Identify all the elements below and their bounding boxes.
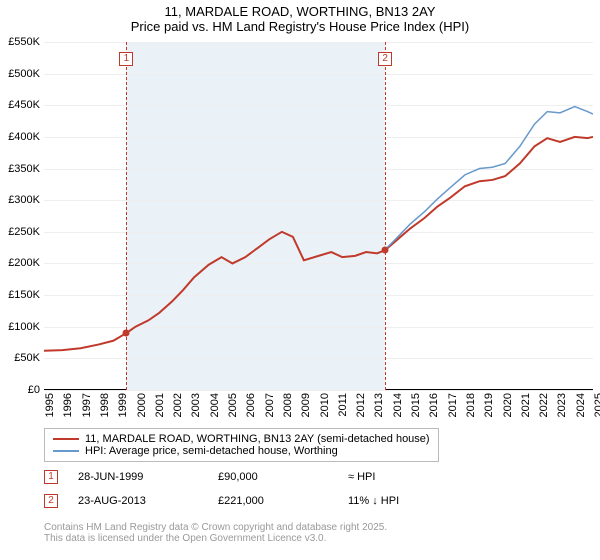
x-tick-label: 1997 [81,393,93,417]
footer-line1: Contains HM Land Registry data © Crown c… [44,522,387,533]
y-tick-label: £450K [8,99,40,111]
series-hpi [385,107,593,250]
y-tick-label: £0 [28,384,40,396]
x-tick-label: 2023 [556,393,568,417]
x-tick-label: 1995 [44,393,56,417]
x-tick-label: 2009 [300,393,312,417]
event-delta: 11% ↓ HPI [348,495,448,507]
legend-line-swatch [53,450,79,452]
series-price_paid [44,137,593,351]
x-tick-label: 2016 [428,393,440,417]
x-tick-label: 2012 [355,393,367,417]
chart-container: 11, MARDALE ROAD, WORTHING, BN13 2AY Pri… [0,0,600,560]
x-tick-label: 2002 [172,393,184,417]
event-marker: 1 [44,470,58,484]
x-tick-label: 2011 [337,393,349,417]
x-tick-label: 2004 [209,393,221,417]
event-price: £90,000 [218,471,348,483]
y-tick-label: £500K [8,68,40,80]
legend-label: HPI: Average price, semi-detached house,… [85,445,338,457]
x-tick-label: 1996 [62,393,74,417]
price-chart: £0£50K£100K£150K£200K£250K£300K£350K£400… [44,42,593,390]
y-tick-label: £200K [8,257,40,269]
x-tick-label: 2001 [154,393,166,417]
chart-svg [44,42,593,390]
x-tick-label: 2000 [136,393,148,417]
x-tick-label: 2020 [502,393,514,417]
event-row: 1 28-JUN-1999£90,000≈ HPI [44,470,448,484]
legend-label: 11, MARDALE ROAD, WORTHING, BN13 2AY (se… [85,433,430,445]
x-tick-label: 1999 [117,393,129,417]
x-tick-label: 2018 [465,393,477,417]
title-line1: 11, MARDALE ROAD, WORTHING, BN13 2AY [0,4,600,19]
legend-item: HPI: Average price, semi-detached house,… [53,445,430,457]
x-tick-label: 2008 [282,393,294,417]
title-line2: Price paid vs. HM Land Registry's House … [0,19,600,34]
y-tick-label: £550K [8,36,40,48]
x-tick-label: 2017 [447,393,459,417]
x-tick-label: 2007 [264,393,276,417]
legend-box: 11, MARDALE ROAD, WORTHING, BN13 2AY (se… [44,428,439,462]
legend-item: 11, MARDALE ROAD, WORTHING, BN13 2AY (se… [53,433,430,445]
x-tick-label: 1998 [99,393,111,417]
event-price: £221,000 [218,495,348,507]
event-delta: ≈ HPI [348,471,448,483]
event-date: 23-AUG-2013 [78,495,218,507]
title-block: 11, MARDALE ROAD, WORTHING, BN13 2AY Pri… [0,0,600,34]
x-tick-label: 2013 [373,393,385,417]
y-tick-label: £400K [8,131,40,143]
x-tick-label: 2010 [319,393,331,417]
x-tick-label: 2003 [190,393,202,417]
event-dot [382,247,389,254]
y-tick-label: £250K [8,226,40,238]
x-tick-label: 2006 [245,393,257,417]
y-tick-label: £150K [8,289,40,301]
event-date: 28-JUN-1999 [78,471,218,483]
footer-attribution: Contains HM Land Registry data © Crown c… [44,522,387,544]
y-tick-label: £350K [8,163,40,175]
x-tick-label: 2015 [410,393,422,417]
x-tick-label: 2005 [227,393,239,417]
x-tick-label: 2024 [575,393,587,417]
x-tick-label: 2014 [392,393,404,417]
x-tick-label: 2021 [520,393,532,417]
event-dot [123,330,130,337]
y-tick-label: £50K [14,352,40,364]
legend-line-swatch [53,438,79,440]
x-tick-label: 2025 [593,393,600,417]
event-marker: 2 [44,494,58,508]
y-tick-label: £300K [8,194,40,206]
footer-line2: This data is licensed under the Open Gov… [44,533,387,544]
x-tick-label: 2019 [483,393,495,417]
event-row: 2 23-AUG-2013£221,00011% ↓ HPI [44,494,448,508]
x-tick-label: 2022 [538,393,550,417]
y-tick-label: £100K [8,321,40,333]
